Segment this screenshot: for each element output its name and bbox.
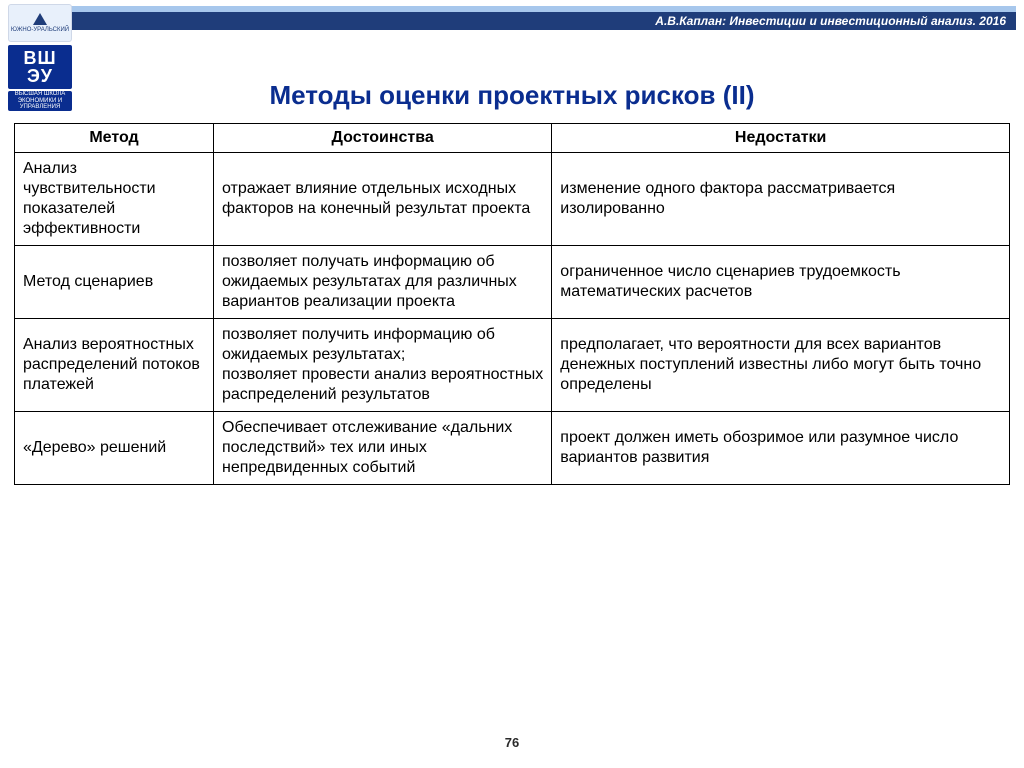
cell-cons: предполагает, что вероятности для всех в… — [552, 319, 1010, 412]
cell-method: Анализ чувствительности показателей эффе… — [15, 153, 214, 246]
table-row: Анализ вероятностных распределений поток… — [15, 319, 1010, 412]
logo-school-name: ВЫСШАЯ ШКОЛА ЭКОНОМИКИ И УПРАВЛЕНИЯ — [8, 91, 72, 111]
col-header-pros: Достоинства — [214, 124, 552, 153]
cell-pros: позволяет получать информацию об ожидаем… — [214, 246, 552, 319]
logo-school-abbr: ВШ ЭУ — [8, 45, 72, 89]
logo-bottom-line2: ЭКОНОМИКИ И УПРАВЛЕНИЯ — [8, 98, 72, 111]
slide-header: А.В.Каплан: Инвестиции и инвестиционный … — [0, 0, 1024, 36]
page-number: 76 — [0, 735, 1024, 750]
cell-pros: позволяет получить информацию об ожидаем… — [214, 319, 552, 412]
slide-title: Методы оценки проектных рисков (II) — [0, 80, 1024, 111]
header-citation: А.В.Каплан: Инвестиции и инвестиционный … — [655, 14, 1006, 28]
logo-bottom-line1: ВЫСШАЯ ШКОЛА — [15, 91, 66, 98]
header-stripe: А.В.Каплан: Инвестиции и инвестиционный … — [70, 6, 1016, 30]
cell-method: Анализ вероятностных распределений поток… — [15, 319, 214, 412]
logo-university: ЮЖНО-УРАЛЬСКИЙ — [8, 4, 72, 42]
cell-pros: отражает влияние отдельных исходных факт… — [214, 153, 552, 246]
cell-method: «Дерево» решений — [15, 412, 214, 485]
methods-table-wrap: Метод Достоинства Недостатки Анализ чувс… — [14, 123, 1010, 485]
table-header-row: Метод Достоинства Недостатки — [15, 124, 1010, 153]
logo-top-line1: ЮЖНО-УРАЛЬСКИЙ — [11, 27, 69, 34]
table-row: «Дерево» решений Обеспечивает отслеживан… — [15, 412, 1010, 485]
methods-table: Метод Достоинства Недостатки Анализ чувс… — [14, 123, 1010, 485]
table-row: Метод сценариев позволяет получать инфор… — [15, 246, 1010, 319]
cell-cons: ограниченное число сценариев трудоемкост… — [552, 246, 1010, 319]
header-stripe-dark: А.В.Каплан: Инвестиции и инвестиционный … — [70, 12, 1016, 30]
col-header-cons: Недостатки — [552, 124, 1010, 153]
table-row: Анализ чувствительности показателей эффе… — [15, 153, 1010, 246]
cell-method: Метод сценариев — [15, 246, 214, 319]
cell-cons: изменение одного фактора рассматривается… — [552, 153, 1010, 246]
tower-icon — [33, 13, 47, 25]
logo-mid-line2: ЭУ — [27, 67, 53, 85]
cell-pros: Обеспечивает отслеживание «дальних после… — [214, 412, 552, 485]
logo-mid-line1: ВШ — [23, 49, 56, 67]
logo-block: ЮЖНО-УРАЛЬСКИЙ ВШ ЭУ ВЫСШАЯ ШКОЛА ЭКОНОМ… — [6, 4, 74, 111]
col-header-method: Метод — [15, 124, 214, 153]
cell-cons: проект должен иметь обозримое или разумн… — [552, 412, 1010, 485]
